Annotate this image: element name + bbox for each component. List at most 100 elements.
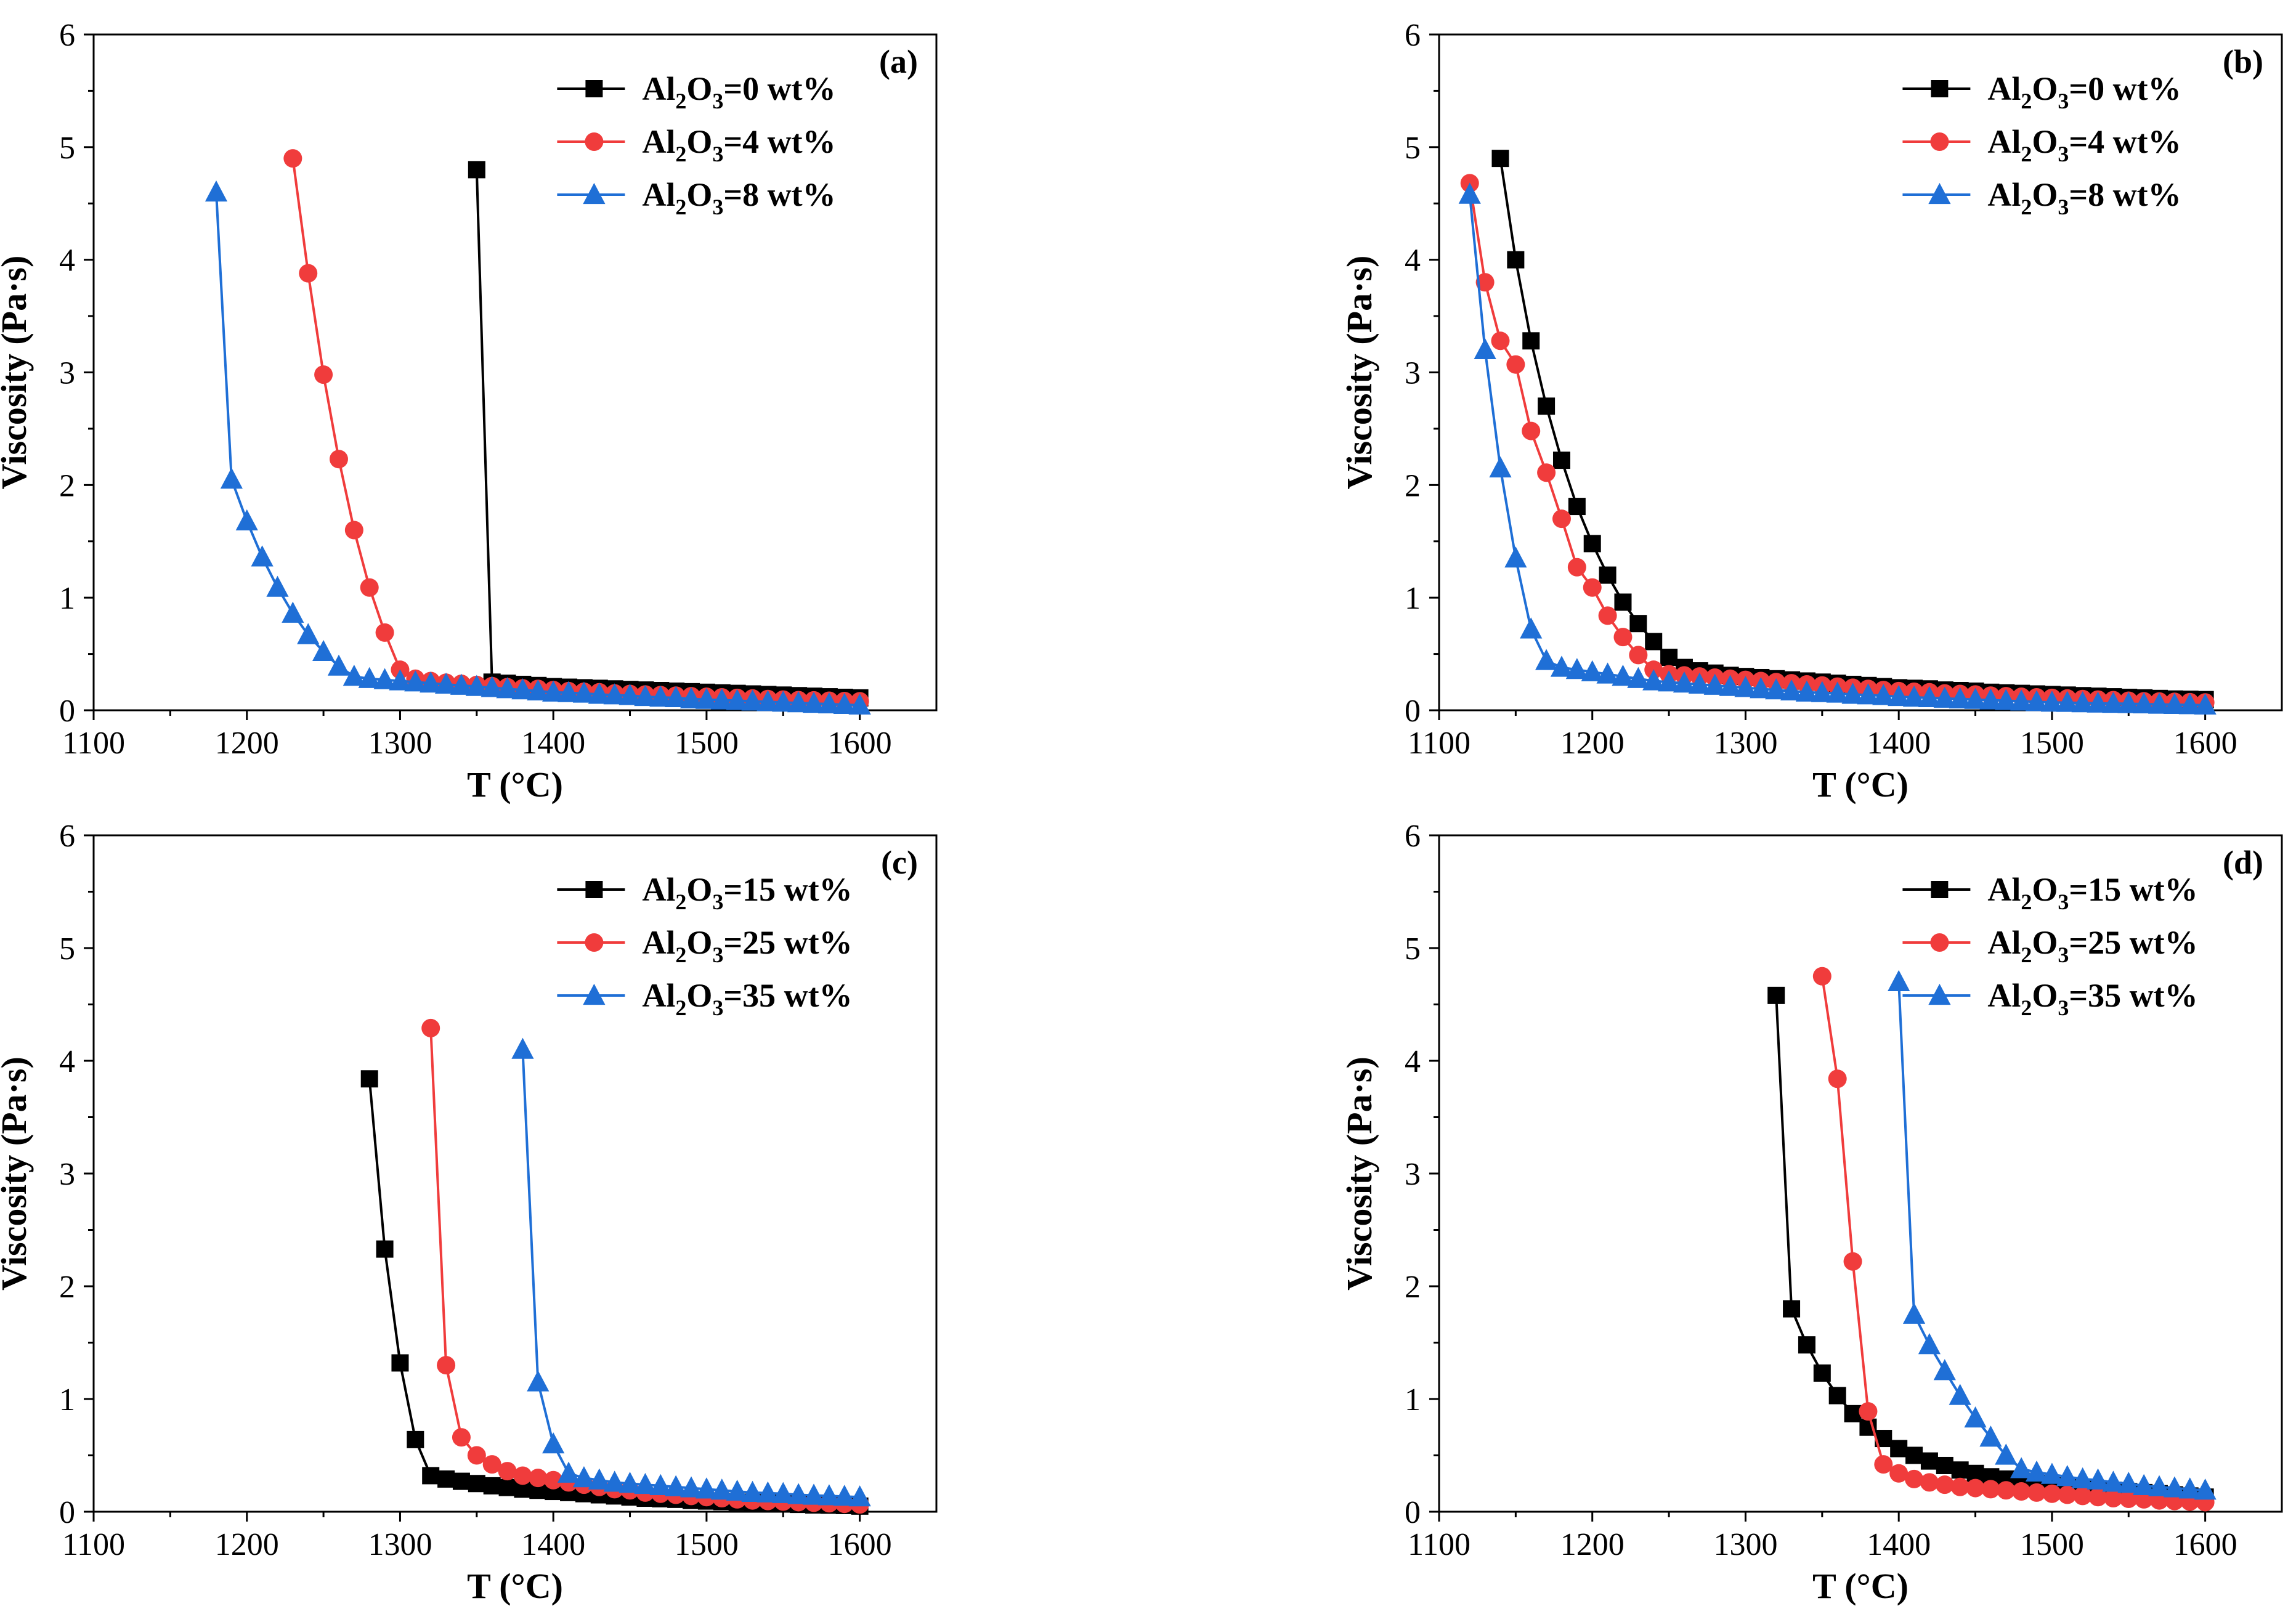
series-line	[429, 1028, 860, 1506]
data-point	[1995, 1443, 2018, 1465]
chart-panel-a: 1100 1200 1300 1400 1500 1600 0 1 2 3 4 5 6 T (°C) Vis…	[0, 18, 938, 805]
data-point	[1491, 331, 1510, 351]
legend: Al2O3=15 wt% Al2O3=25 wt% Al2O3=35 wt%	[1902, 871, 2198, 1020]
data-point	[481, 676, 503, 697]
data-point	[282, 601, 304, 623]
data-point	[1507, 251, 1525, 269]
legend-marker	[585, 881, 603, 898]
data-point	[2056, 1465, 2079, 1486]
legend-label: Al2O3=15 wt%	[1987, 871, 2197, 914]
series-line	[1468, 183, 2205, 704]
data-point	[452, 1472, 470, 1490]
data-point	[1841, 683, 1864, 704]
data-point	[665, 686, 688, 707]
data-point	[235, 509, 258, 530]
data-point	[1550, 655, 1573, 677]
legend-item: Al2O3=4 wt%	[557, 123, 836, 166]
data-point	[1583, 578, 1602, 597]
x-tick-label: 1200	[215, 1527, 279, 1562]
data-point	[2025, 690, 2048, 712]
data-point	[619, 1472, 641, 1493]
data-point	[1859, 1402, 1878, 1421]
legend-item: Al2O3=0 wt%	[1902, 70, 2181, 113]
legend-label: Al2O3=35 wt%	[1987, 977, 2197, 1020]
data-point	[437, 1470, 455, 1488]
panel-label: (d)	[2223, 844, 2263, 881]
data-point	[2056, 691, 2079, 712]
y-axis-label: Viscosity (Pa·s)	[0, 256, 34, 490]
y-tick-label: 0	[59, 694, 75, 729]
series-al2o3-8-wt	[205, 180, 871, 715]
data-point	[421, 1018, 440, 1037]
data-point	[1843, 1252, 1862, 1271]
data-point	[498, 1478, 516, 1496]
data-point	[420, 671, 442, 693]
data-point	[1660, 649, 1678, 667]
x-axis-label: T (°C)	[467, 764, 563, 805]
data-point	[679, 1476, 703, 1498]
data-point	[1642, 669, 1665, 691]
data-point	[1905, 1469, 1924, 1488]
legend-marker	[585, 132, 604, 151]
series-line	[1897, 981, 2205, 1492]
data-point	[848, 1485, 871, 1507]
data-point	[572, 1466, 596, 1488]
data-point	[2025, 1460, 2048, 1482]
legend-marker	[1931, 80, 1949, 97]
data-point	[1645, 633, 1663, 651]
x-tick-label: 1600	[828, 1527, 892, 1562]
data-point	[1844, 1405, 1862, 1422]
data-point	[1949, 687, 1971, 708]
x-axis-label: T (°C)	[1812, 1566, 1909, 1606]
data-point	[1520, 617, 1543, 639]
data-point	[1933, 686, 1956, 708]
data-point	[2012, 1482, 2031, 1501]
data-point	[1599, 566, 1617, 584]
x-tick-label: 1300	[1713, 1527, 1777, 1562]
data-point	[511, 1037, 534, 1059]
data-point	[557, 681, 580, 702]
x-tick-label: 1400	[1867, 726, 1931, 761]
data-point	[542, 1432, 565, 1454]
data-point	[375, 623, 394, 642]
data-point	[1765, 678, 1788, 700]
data-point	[360, 1070, 378, 1088]
data-point	[1703, 673, 1726, 695]
data-point	[1552, 452, 1570, 469]
data-point	[373, 668, 396, 689]
data-point	[511, 678, 534, 700]
legend-item: Al2O3=15 wt%	[1902, 871, 2198, 914]
series-line	[521, 1049, 860, 1499]
x-tick-label: 1100	[62, 726, 125, 761]
data-point	[1905, 1446, 1923, 1464]
data-point	[422, 1467, 440, 1485]
data-point	[283, 149, 302, 168]
data-point	[634, 1472, 657, 1494]
data-point	[1920, 1452, 1938, 1470]
data-point	[468, 1475, 485, 1493]
x-tick-label: 1300	[368, 726, 432, 761]
legend-item: Al2O3=4 wt%	[1902, 123, 2181, 166]
data-point	[1750, 677, 1772, 699]
data-point	[1583, 535, 1601, 553]
data-point	[1783, 1300, 1801, 1318]
x-tick-label: 1200	[215, 726, 279, 761]
legend-label: Al2O3=25 wt%	[1987, 924, 2197, 967]
data-point	[465, 675, 488, 696]
data-point	[2071, 1467, 2094, 1489]
y-tick-label: 3	[1405, 356, 1421, 391]
data-point	[542, 680, 565, 702]
data-point	[2117, 1472, 2140, 1493]
data-point	[1458, 182, 1481, 204]
legend-marker	[1931, 881, 1949, 898]
data-point	[557, 1461, 580, 1483]
legend-label: Al2O3=8 wt%	[642, 176, 835, 219]
data-point	[389, 669, 412, 691]
data-point	[297, 623, 320, 644]
series-al2o3-4-wt	[283, 149, 869, 711]
data-point	[1614, 593, 1632, 611]
y-tick-label: 4	[59, 1044, 75, 1079]
data-point	[2194, 693, 2217, 715]
data-point	[741, 689, 764, 711]
y-tick-label: 0	[1405, 694, 1421, 729]
